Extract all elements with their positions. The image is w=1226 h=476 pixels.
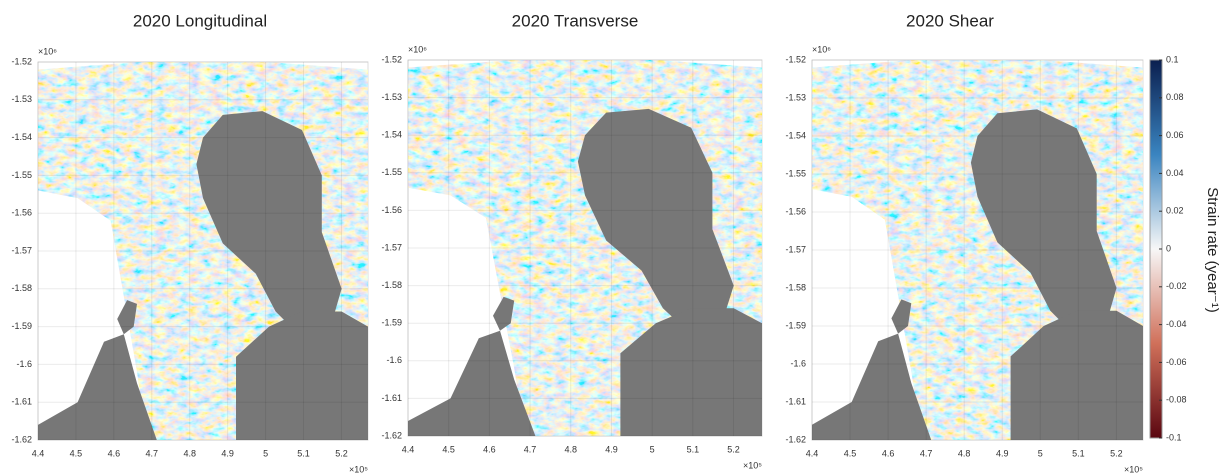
x-tick-label: 4.6 [108,448,121,458]
x-tick-label: 4.7 [524,444,537,454]
y-tick-label: -1.57 [11,245,32,255]
y-tick-label: -1.62 [11,434,32,444]
x-tick-label: 5 [650,444,655,454]
colorbar-tick-label: -0.04 [1166,319,1187,329]
x-tick-label: 4.8 [183,448,196,458]
y-tick-label: -1.54 [11,132,32,142]
y-tick-label: -1.54 [785,130,806,140]
y-tick-label: -1.61 [11,397,32,407]
x-tick-label: 4.8 [565,444,578,454]
x-tick-label: 5.1 [1072,448,1085,458]
panel-title: 2020 Longitudinal [133,11,267,30]
y-exponent: ×10⁶ [812,44,831,54]
x-tick-label: 4.9 [221,448,234,458]
colorbar-tick-label: -0.06 [1166,357,1187,367]
y-tick-label: -1.55 [11,170,32,180]
colorbar-tick-label: 0.02 [1166,206,1184,216]
x-tick-label: 4.6 [882,448,895,458]
x-tick-label: 4.9 [605,444,618,454]
x-tick-label: 5.2 [335,448,348,458]
x-tick-label: 5.1 [297,448,310,458]
y-tick-label: -1.52 [381,54,402,64]
y-tick-label: -1.56 [381,205,402,215]
y-tick-label: -1.6 [386,355,402,365]
x-tick-label: 4.5 [844,448,857,458]
y-tick-label: -1.62 [381,430,402,440]
colorbar-tick-label: -0.1 [1166,432,1182,442]
y-tick-label: -1.52 [785,54,806,64]
x-tick-label: 4.8 [958,448,971,458]
map-panel: 2020 Transverse 4.4 4.5 4.6 4.7 4.8 4.9 5 5.1 5.2… [381,11,762,470]
colorbar-label: Strain rate (year⁻¹) [1204,187,1221,312]
colorbar-tick-label: 0.04 [1166,168,1184,178]
x-tick-label: 4.6 [483,444,496,454]
y-tick-label: -1.6 [790,358,806,368]
y-tick-label: -1.53 [785,92,806,102]
x-tick-label: 4.7 [146,448,159,458]
x-exponent: ×10⁵ [349,464,368,474]
y-tick-label: -1.59 [11,321,32,331]
y-tick-label: -1.53 [381,92,402,102]
y-tick-label: -1.58 [785,282,806,292]
colorbar-tick-label: 0 [1166,243,1171,253]
x-exponent: ×10⁵ [743,460,762,470]
y-tick-label: -1.58 [381,280,402,290]
x-tick-label: 4.4 [806,448,819,458]
x-tick-label: 5.1 [687,444,700,454]
colorbar-tick-label: -0.08 [1166,395,1187,405]
colorbar-tick-label: 0.08 [1166,92,1184,102]
panel-title: 2020 Shear [906,11,994,30]
map-panel: 2020 Shear 4.4 4.5 4.6 4.7 4.8 4.9 5 5.1 5.2 -1.52… [785,11,1143,474]
y-tick-label: -1.54 [381,130,402,140]
colorbar-tick-label: -0.02 [1166,281,1187,291]
figure: 2020 Longitudinal 4.4 4.5 4.6 4.7 4.8 4.9 5 5.1 5… [0,0,1226,476]
x-tick-label: 4.5 [442,444,455,454]
x-tick-label: 4.5 [70,448,83,458]
y-tick-label: -1.61 [785,396,806,406]
panel-title: 2020 Transverse [512,11,639,30]
y-tick-label: -1.52 [11,56,32,66]
y-tick-label: -1.57 [381,242,402,252]
y-tick-label: -1.6 [16,359,32,369]
colorbar-tick-label: 0.06 [1166,130,1184,140]
y-tick-label: -1.59 [785,320,806,330]
x-tick-label: 4.4 [402,444,415,454]
y-tick-label: -1.56 [785,206,806,216]
x-tick-label: 4.4 [32,448,45,458]
y-tick-label: -1.58 [11,283,32,293]
y-tick-label: -1.59 [381,318,402,328]
colorbar: 0.1 0.08 0.06 0.04 0.02 0 -0.02 -0.04 -0.06 -0.08… [1150,54,1221,442]
y-tick-label: -1.62 [785,434,806,444]
colorbar-tick-label: 0.1 [1166,54,1179,64]
y-exponent: ×10⁶ [408,44,427,54]
x-tick-label: 5 [263,448,268,458]
x-tick-label: 5 [1038,448,1043,458]
map-panel: 2020 Longitudinal 4.4 4.5 4.6 4.7 4.8 4.9 5 5.1 5… [11,11,368,474]
y-tick-label: -1.55 [381,167,402,177]
y-tick-label: -1.61 [381,393,402,403]
x-exponent: ×10⁵ [1124,464,1143,474]
x-tick-label: 4.9 [996,448,1009,458]
y-tick-label: -1.55 [785,168,806,178]
y-exponent: ×10⁶ [38,46,57,56]
x-tick-label: 4.7 [920,448,933,458]
y-tick-label: -1.53 [11,94,32,104]
x-tick-label: 5.2 [727,444,740,454]
y-tick-label: -1.57 [785,244,806,254]
y-tick-label: -1.56 [11,208,32,218]
x-tick-label: 5.2 [1110,448,1123,458]
